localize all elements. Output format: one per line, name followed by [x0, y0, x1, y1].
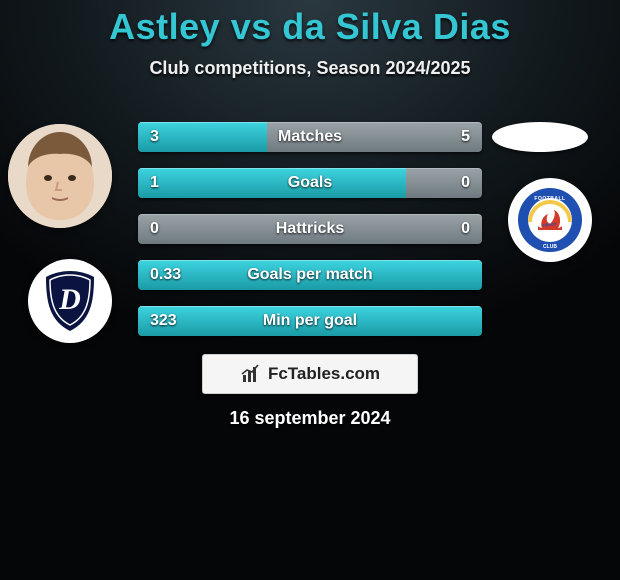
player-left-avatar	[8, 124, 112, 228]
comparison-bars: 3 Matches 5 1 Goals 0 0 Hattricks 0 0.33…	[138, 122, 482, 352]
bar-label: Goals	[138, 168, 482, 198]
bar-chart-icon	[240, 363, 262, 385]
bar-row-hattricks: 0 Hattricks 0	[138, 214, 482, 244]
bar-label: Matches	[138, 122, 482, 152]
bar-value-right: 0	[461, 168, 470, 198]
bar-label: Hattricks	[138, 214, 482, 244]
bar-label: Min per goal	[138, 306, 482, 336]
bar-row-min-per-goal: 323 Min per goal	[138, 306, 482, 336]
comparison-card: Astley vs da Silva Dias Club competition…	[0, 0, 620, 580]
generation-date: 16 september 2024	[0, 408, 620, 429]
bar-row-matches: 3 Matches 5	[138, 122, 482, 152]
player-right-avatar	[492, 122, 588, 152]
watermark-badge: FcTables.com	[202, 354, 418, 394]
bar-label: Goals per match	[138, 260, 482, 290]
svg-text:D: D	[58, 283, 81, 316]
bar-value-right: 5	[461, 122, 470, 152]
crest-icon: FOOTBALL CLUB READY	[516, 186, 584, 254]
face-icon	[8, 124, 112, 228]
shield-icon: D	[36, 267, 104, 335]
club-left-badge: D	[28, 259, 112, 343]
watermark-text: FcTables.com	[268, 364, 380, 384]
bar-value-right: 0	[461, 214, 470, 244]
svg-text:FOOTBALL: FOOTBALL	[534, 196, 565, 202]
page-title: Astley vs da Silva Dias	[0, 0, 620, 48]
bar-row-goals-per-match: 0.33 Goals per match	[138, 260, 482, 290]
page-subtitle: Club competitions, Season 2024/2025	[0, 58, 620, 79]
svg-text:CLUB: CLUB	[543, 244, 557, 250]
club-right-badge: FOOTBALL CLUB READY	[508, 178, 592, 262]
bar-row-goals: 1 Goals 0	[138, 168, 482, 198]
